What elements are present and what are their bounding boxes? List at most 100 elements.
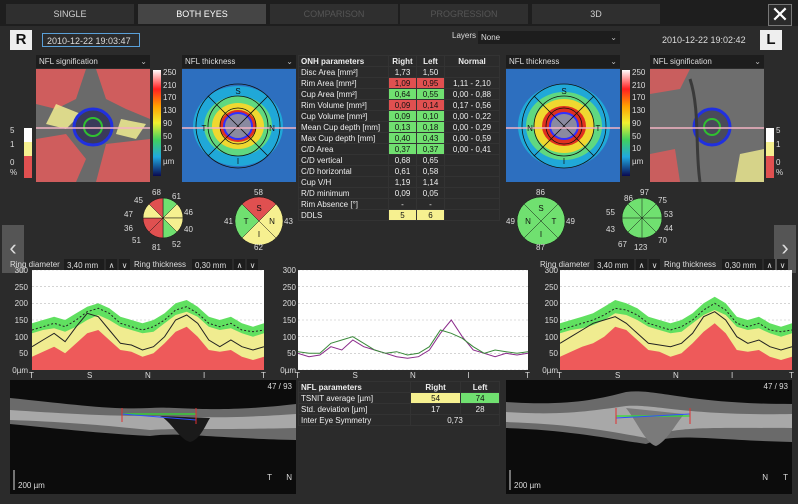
sector-label-i: I (258, 230, 260, 239)
dropdown-label: NFL thickness (509, 57, 560, 66)
tab-both-eyes[interactable]: BOTH EYES (138, 4, 266, 24)
exam-date-left[interactable]: 2010-12-22 19:02:42 (662, 35, 746, 45)
tab-progression[interactable]: PROGRESSION (400, 4, 528, 24)
table-cell: 0,14 (416, 99, 445, 111)
ring-diameter-value[interactable]: 3,40 mm (594, 259, 634, 272)
tab-comparison[interactable]: COMPARISON (270, 4, 398, 24)
right-eye-label: R (10, 30, 32, 50)
scale-tick: 170 (163, 93, 177, 103)
signification-scale-left (766, 128, 774, 178)
series-line (32, 306, 264, 333)
ring-diameter-value[interactable]: 3,40 mm (64, 259, 104, 272)
y-tick-label: 0µm (280, 366, 296, 375)
table-cell: 0,68 (388, 154, 417, 166)
orientation-label: N (762, 473, 768, 482)
table-cell: 0,37 (416, 143, 445, 155)
sector-value: 87 (536, 243, 545, 252)
frame-counter: 47 / 93 (763, 382, 788, 391)
table-cell: - (388, 198, 417, 210)
tab-single[interactable]: SINGLE (6, 4, 134, 24)
ring-thickness-down-button[interactable]: ∨ (777, 259, 788, 272)
tsnit-chart-left[interactable] (560, 270, 792, 370)
fundus-signification-map-left[interactable] (650, 69, 764, 182)
table-row: Cup Area [mm²] 0,64 0,55 0,00 - 0,88 (298, 88, 500, 100)
scale-unit: % (776, 168, 784, 177)
tsnit-chart-right[interactable] (32, 270, 264, 370)
ring-diameter-down-button[interactable]: ∨ (119, 259, 130, 272)
y-tick-label: 250 (14, 282, 28, 292)
scale-tick: 90 (163, 118, 172, 128)
scale-tick: 0 (10, 158, 15, 167)
y-tick-label: 300 (14, 266, 28, 275)
previous-button[interactable]: ‹ (2, 225, 24, 273)
ring-thickness-up-button[interactable]: ∧ (764, 259, 775, 272)
layers-select[interactable]: None ⌄ (478, 31, 620, 44)
y-tick-label: 100 (544, 332, 558, 342)
normative-band (560, 323, 792, 370)
dropdown-label: NFL signification (39, 57, 98, 66)
close-button[interactable]: ✕ (768, 4, 792, 26)
tab-3d[interactable]: 3D (532, 4, 660, 24)
table-cell: 6 (416, 209, 445, 221)
sector-value: 62 (254, 243, 263, 252)
oct-bscan-image (10, 380, 296, 494)
thickness-scale-bar-right (153, 70, 161, 176)
ring-thickness-value[interactable]: 0,30 mm (192, 259, 232, 272)
sector-value: 44 (664, 224, 673, 233)
table-row: Std. deviation [µm] 17 28 (298, 403, 500, 415)
thickness-scale-ticks-left: 250 210 170 130 90 50 10 µm (632, 67, 650, 169)
table-cell: R/D minimum (298, 187, 389, 199)
table-cell: 5 (388, 209, 417, 221)
sector-label-n: N (525, 217, 531, 226)
ring-diameter-up-button[interactable]: ∧ (106, 259, 117, 272)
nfl-signification-select-left[interactable]: NFL signification ⌄ (650, 55, 764, 68)
thickness-map-left[interactable]: S I N T (506, 69, 620, 182)
sector-label-i: I (540, 230, 542, 239)
scale-unit: µm (632, 156, 644, 166)
tsnit-comparison-chart[interactable] (298, 270, 528, 370)
signification-scale-right (24, 128, 32, 178)
exam-date-right[interactable]: 2010-12-22 19:03:47 (42, 33, 140, 47)
table-cell: Rim Absence [°] (298, 198, 389, 210)
fundus-signification-map-right[interactable] (36, 69, 150, 182)
nfl-signification-select-right[interactable]: NFL signification ⌄ (36, 55, 150, 68)
oct-bscan-right[interactable]: 47 / 93 200 µm T N (10, 380, 296, 494)
series-line (32, 312, 264, 351)
sector-label-i: I (563, 157, 565, 166)
ring-diameter-up-button[interactable]: ∧ (636, 259, 647, 272)
thickness-map-right[interactable]: S I T N (182, 69, 296, 182)
y-axis-ticks: 300 250 200 150 100 50 0µm (532, 266, 560, 375)
table-cell (444, 154, 500, 166)
ring-diameter-down-button[interactable]: ∨ (649, 259, 660, 272)
y-tick-label: 300 (282, 266, 296, 275)
sector-value: 123 (634, 243, 648, 252)
nfl-thickness-select-right[interactable]: NFL thickness ⌄ (182, 55, 296, 68)
x-tick-label: I (203, 371, 206, 380)
ring-thickness-value[interactable]: 0,30 mm (722, 259, 762, 272)
table-cell: 54 (409, 392, 462, 404)
nfl-thickness-select-left[interactable]: NFL thickness ⌄ (506, 55, 620, 68)
y-tick-label: 50 (287, 349, 296, 359)
sector-label-t: T (596, 124, 601, 133)
table-row: C/D horizontal 0,61 0,58 (298, 165, 500, 177)
y-tick-label: 100 (282, 332, 296, 342)
ring-thickness-down-button[interactable]: ∨ (247, 259, 258, 272)
sector-label-s: S (561, 87, 566, 96)
table-row: Rim Area [mm²] 1,09 0,95 1,11 - 2,10 (298, 77, 500, 89)
table-cell: Mean Cup depth [mm] (298, 121, 389, 133)
sector-chart-left-summary: S I N T (516, 196, 566, 246)
scale-bar-label: 200 µm (18, 481, 45, 490)
scale-unit: % (10, 168, 18, 177)
column-header: NFL parameters (298, 381, 411, 393)
table-cell: 0,00 - 0,88 (444, 88, 500, 100)
table-cell (444, 198, 500, 210)
table-cell: Cup Area [mm²] (298, 88, 389, 100)
oct-bscan-left[interactable]: 47 / 93 200 µm N T (506, 380, 792, 494)
ring-thickness-up-button[interactable]: ∧ (234, 259, 245, 272)
thickness-map-image: S I T N (182, 69, 296, 182)
y-tick-label: 300 (544, 266, 558, 275)
scale-tick: 130 (163, 106, 177, 116)
sector-label-n: N (269, 217, 275, 226)
y-tick-label: 200 (544, 299, 558, 309)
table-cell: 74 (460, 392, 500, 404)
